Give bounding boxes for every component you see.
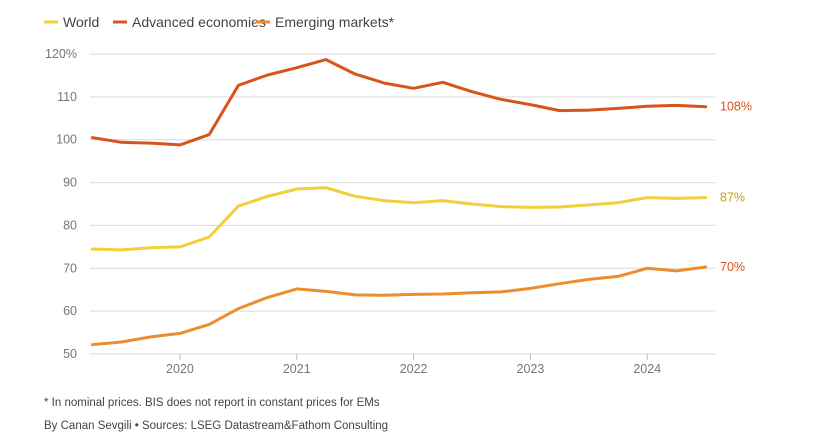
end-label-1: 108% (720, 100, 752, 114)
y-tick-label: 100 (56, 133, 77, 147)
series-line-2 (90, 265, 708, 347)
legend-label: Advanced economies (132, 14, 266, 30)
gridlines (90, 53, 715, 355)
x-tick-label: 2020 (166, 362, 194, 376)
series-lines (90, 58, 708, 347)
x-axis: 2020 2021 2022 2023 2024 (166, 354, 661, 376)
series-line-0 (90, 186, 708, 252)
x-tick-label: 2022 (400, 362, 428, 376)
legend-item-2: Emerging markets* (256, 14, 395, 30)
legend-item-1: Advanced economies (113, 14, 266, 30)
end-label-2: 70% (720, 260, 745, 274)
legend-item-0: World (44, 14, 99, 30)
x-tick-label: 2021 (283, 362, 311, 376)
y-tick-label: 120% (45, 47, 77, 61)
y-tick-label: 60 (63, 304, 77, 318)
end-labels: 87% 108% 70% (720, 100, 752, 274)
footnote: * In nominal prices. BIS does not report… (44, 397, 380, 409)
source-credit: By Canan Sevgili • Sources: LSEG Datastr… (44, 420, 389, 432)
end-label-0: 87% (720, 191, 745, 205)
y-tick-label: 50 (63, 347, 77, 361)
legend-label: Emerging markets* (275, 14, 395, 30)
y-axis: 50 60 70 80 90 100 110 120% (45, 47, 77, 361)
y-tick-label: 70 (63, 261, 77, 275)
series-line-1 (90, 58, 708, 147)
y-tick-label: 90 (63, 176, 77, 190)
y-tick-label: 110 (57, 90, 77, 104)
legend-label: World (63, 14, 99, 30)
x-tick-label: 2024 (633, 362, 661, 376)
x-tick-label: 2023 (517, 362, 545, 376)
legend: World Advanced economies Emerging markets* (44, 14, 395, 30)
y-tick-label: 80 (63, 218, 77, 232)
